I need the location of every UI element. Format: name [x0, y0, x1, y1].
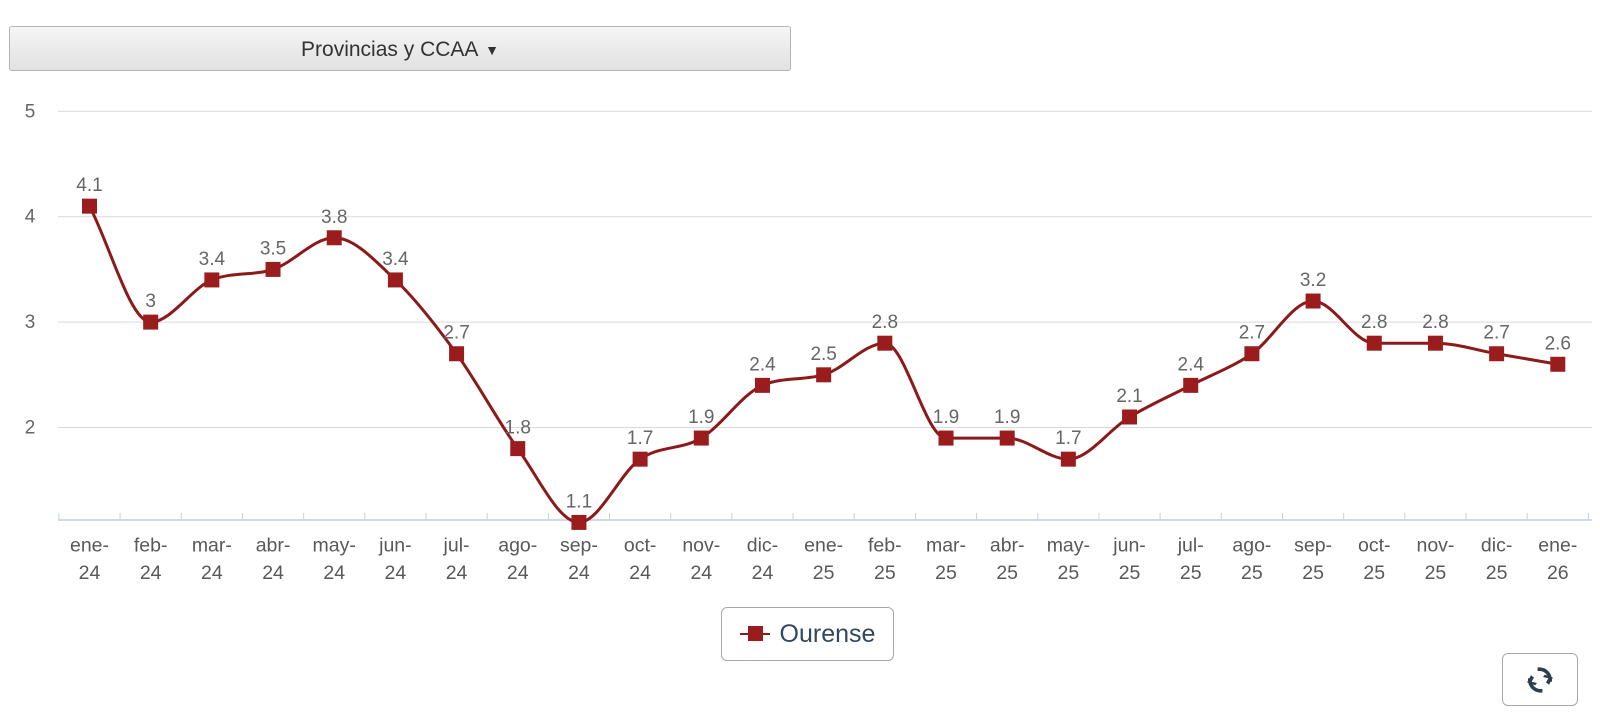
svg-text:dic-: dic- [747, 535, 778, 557]
svg-text:oct-: oct- [1358, 535, 1391, 557]
svg-text:2.5: 2.5 [810, 344, 836, 365]
svg-text:24: 24 [568, 562, 590, 584]
svg-text:ago-: ago- [498, 535, 537, 557]
svg-text:nov-: nov- [1416, 535, 1454, 557]
svg-text:jun-: jun- [378, 535, 412, 557]
svg-text:dic-: dic- [1481, 535, 1512, 557]
svg-text:3.5: 3.5 [260, 238, 286, 259]
svg-text:25: 25 [1302, 562, 1324, 584]
svg-text:2.8: 2.8 [1422, 312, 1448, 333]
svg-text:4: 4 [25, 207, 36, 228]
svg-text:25: 25 [996, 562, 1018, 584]
svg-text:nov-: nov- [682, 535, 720, 557]
svg-text:mar-: mar- [192, 535, 232, 557]
svg-text:ene-: ene- [70, 535, 109, 557]
svg-text:2.4: 2.4 [1178, 354, 1205, 375]
svg-text:24: 24 [629, 562, 651, 584]
svg-text:ago-: ago- [1232, 535, 1271, 557]
svg-text:24: 24 [690, 562, 712, 584]
svg-text:jul-: jul- [1177, 535, 1204, 557]
svg-text:2.8: 2.8 [872, 312, 898, 333]
svg-text:feb-: feb- [868, 535, 902, 557]
svg-text:24: 24 [752, 562, 774, 584]
svg-text:2.4: 2.4 [749, 354, 776, 375]
svg-text:24: 24 [507, 562, 529, 584]
svg-text:may-: may- [313, 535, 356, 557]
svg-text:25: 25 [1241, 562, 1263, 584]
svg-text:24: 24 [262, 562, 284, 584]
svg-text:2.7: 2.7 [443, 323, 469, 344]
svg-text:3.8: 3.8 [321, 207, 347, 228]
svg-text:24: 24 [385, 562, 407, 584]
svg-text:26: 26 [1547, 562, 1569, 584]
svg-text:25: 25 [1363, 562, 1385, 584]
svg-text:25: 25 [1486, 562, 1508, 584]
svg-text:5: 5 [25, 101, 36, 122]
svg-text:sep-: sep- [560, 535, 598, 557]
svg-text:24: 24 [446, 562, 468, 584]
svg-text:jul-: jul- [443, 535, 470, 557]
svg-text:1.9: 1.9 [688, 407, 714, 428]
svg-text:1.7: 1.7 [1055, 428, 1081, 449]
svg-text:abr-: abr- [256, 535, 291, 557]
svg-text:3.2: 3.2 [1300, 270, 1326, 291]
svg-text:1.9: 1.9 [994, 407, 1020, 428]
svg-text:1.8: 1.8 [505, 418, 531, 439]
svg-text:3.4: 3.4 [199, 249, 226, 270]
svg-text:sep-: sep- [1294, 535, 1332, 557]
svg-text:25: 25 [874, 562, 896, 584]
svg-text:25: 25 [813, 562, 835, 584]
svg-text:mar-: mar- [926, 535, 966, 557]
svg-text:2.8: 2.8 [1361, 312, 1387, 333]
svg-text:25: 25 [1180, 562, 1202, 584]
svg-text:1.1: 1.1 [566, 491, 592, 512]
svg-text:24: 24 [79, 562, 101, 584]
svg-text:oct-: oct- [624, 535, 657, 557]
svg-text:feb-: feb- [134, 535, 168, 557]
svg-text:3: 3 [25, 312, 36, 333]
svg-text:2.7: 2.7 [1483, 323, 1509, 344]
svg-text:3.4: 3.4 [382, 249, 409, 270]
svg-text:may-: may- [1047, 535, 1090, 557]
svg-text:3: 3 [145, 291, 156, 312]
svg-text:2: 2 [25, 418, 36, 439]
svg-text:25: 25 [1119, 562, 1141, 584]
svg-text:2.1: 2.1 [1116, 386, 1142, 407]
svg-text:24: 24 [140, 562, 162, 584]
svg-text:2.7: 2.7 [1239, 323, 1265, 344]
svg-text:abr-: abr- [990, 535, 1025, 557]
svg-text:24: 24 [323, 562, 345, 584]
svg-text:ene-: ene- [1538, 535, 1577, 557]
svg-text:25: 25 [935, 562, 957, 584]
svg-text:jun-: jun- [1112, 535, 1146, 557]
svg-text:1.7: 1.7 [627, 428, 653, 449]
svg-text:2.6: 2.6 [1545, 333, 1571, 354]
svg-text:4.1: 4.1 [76, 175, 102, 196]
svg-text:ene-: ene- [804, 535, 843, 557]
svg-text:24: 24 [201, 562, 223, 584]
svg-text:25: 25 [1058, 562, 1080, 584]
svg-text:25: 25 [1425, 562, 1447, 584]
svg-text:1.9: 1.9 [933, 407, 959, 428]
